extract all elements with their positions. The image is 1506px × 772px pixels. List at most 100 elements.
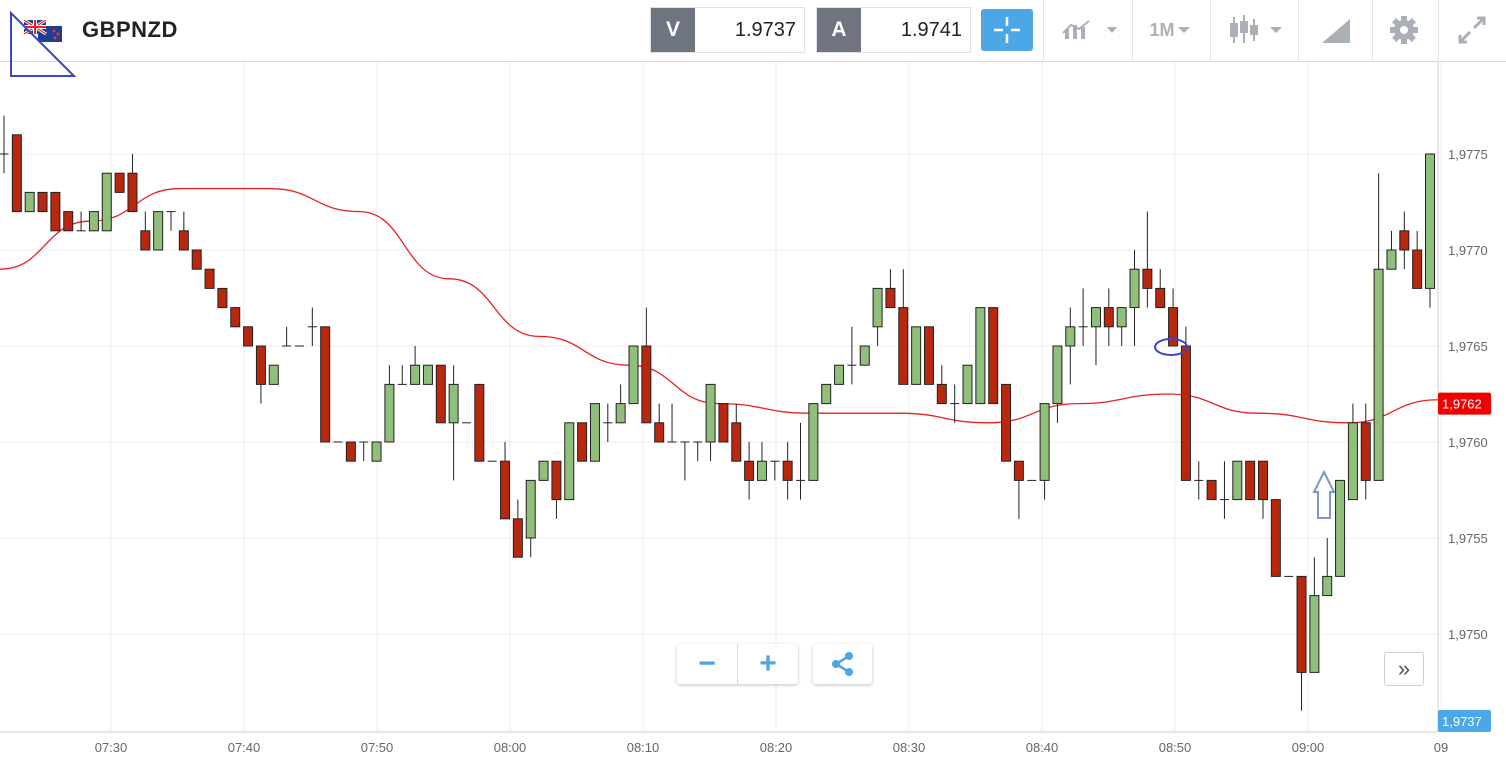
- toolbar-divider: [1043, 0, 1044, 62]
- candle: [243, 326, 254, 347]
- candle-body: [1001, 383, 1012, 462]
- candle-body: [551, 460, 562, 501]
- candle: [538, 460, 549, 481]
- sell-quote-button[interactable]: V 1.9737: [650, 7, 805, 53]
- flag-gbp-nzd-icon: [24, 20, 62, 42]
- candle: [1090, 307, 1101, 366]
- candles-icon: [1230, 15, 1282, 43]
- candle-body: [217, 287, 228, 309]
- candle-body: [1039, 403, 1050, 481]
- drawing-tools-button[interactable]: [1306, 8, 1366, 52]
- candle-body: [1090, 307, 1101, 328]
- candle: [268, 364, 279, 385]
- settings-button[interactable]: [1378, 8, 1430, 52]
- candle-body: [1309, 595, 1320, 673]
- candle: [1078, 288, 1088, 346]
- zoom-in-button[interactable]: +: [759, 647, 777, 680]
- candle-body: [88, 211, 99, 232]
- fullscreen-button[interactable]: [1446, 8, 1498, 52]
- zoom-out-button[interactable]: −: [698, 647, 716, 680]
- fullscreen-icon: [1458, 16, 1486, 44]
- candle-body: [1103, 307, 1114, 328]
- moving-average-line: [0, 187, 1439, 424]
- share-icon: [831, 652, 853, 676]
- candle: [1065, 307, 1076, 385]
- circle-annotation: [1154, 338, 1188, 356]
- candle-body: [1360, 422, 1371, 481]
- candle: [1373, 173, 1384, 481]
- buy-quote-button[interactable]: A 1.9741: [816, 7, 971, 53]
- candle: [744, 442, 755, 500]
- price-tick-label: 1,9770: [1448, 243, 1488, 258]
- chart-toolbar: GBPNZD V 1.9737 A 1.9741 1M: [0, 0, 1506, 77]
- candle: [37, 191, 48, 213]
- price-chart[interactable]: 1,9775 1,9770 1,9765 1,9760 1,9755 1,9750 07:…: [0, 62, 1506, 772]
- candle: [1206, 479, 1217, 501]
- candle: [1168, 288, 1179, 347]
- candle: [1103, 288, 1114, 346]
- candle-body: [731, 422, 742, 462]
- timeframe-dropdown[interactable]: 1M: [1138, 8, 1204, 52]
- candle: [384, 365, 395, 443]
- candle: [796, 422, 806, 500]
- crosshair-button[interactable]: [981, 9, 1033, 51]
- candle: [0, 115, 9, 174]
- candle-body: [268, 364, 279, 385]
- candle-body: [589, 403, 600, 462]
- candle: [255, 345, 266, 404]
- chart-type-button[interactable]: [1218, 8, 1292, 52]
- candle-body: [1270, 499, 1281, 577]
- candle: [551, 460, 562, 519]
- candle-body: [962, 364, 973, 405]
- time-tick-label: 07:40: [228, 740, 261, 755]
- candle: [654, 403, 665, 443]
- candle: [693, 441, 703, 462]
- candle: [1296, 575, 1307, 711]
- current-price-label: 1,9762: [1442, 397, 1482, 412]
- candle-body: [1168, 307, 1179, 347]
- candle: [410, 346, 421, 385]
- candle: [988, 307, 999, 405]
- candle: [770, 460, 780, 481]
- candle-body: [936, 383, 947, 405]
- candle-body: [243, 326, 254, 347]
- candle: [525, 479, 536, 558]
- candle: [1142, 211, 1153, 308]
- candle: [512, 499, 523, 558]
- indicators-button[interactable]: [1055, 8, 1123, 52]
- candle-body: [1322, 575, 1333, 597]
- candle: [371, 441, 382, 462]
- drawing-triangle-annotation: [10, 10, 77, 77]
- candle: [615, 384, 626, 424]
- price-badges: 1,9762 1,9737: [1438, 392, 1491, 732]
- time-tick-label: 08:10: [627, 740, 660, 755]
- chart-annotations: [1154, 338, 1336, 519]
- candle: [1412, 230, 1423, 289]
- candle-body: [11, 134, 22, 213]
- candle: [76, 211, 86, 232]
- time-axis: 07:30 07:40 07:50 08:00 08:10 08:20 08:30 08:40…: [95, 740, 1449, 755]
- share-button[interactable]: [813, 644, 872, 684]
- candle: [230, 307, 241, 328]
- candle: [359, 441, 369, 462]
- candle: [731, 403, 742, 462]
- toolbar-divider: [1372, 0, 1373, 62]
- candle-body: [538, 460, 549, 481]
- candle: [1052, 345, 1063, 423]
- candle: [178, 211, 189, 251]
- candle: [1399, 211, 1410, 270]
- candle-body: [114, 172, 125, 193]
- price-tick-label: 1,9775: [1448, 147, 1488, 162]
- candle: [1129, 250, 1140, 346]
- buy-label: A: [817, 8, 861, 52]
- candle-body: [911, 326, 922, 385]
- candle-body: [641, 345, 652, 424]
- candle: [397, 365, 407, 385]
- bid-price-label: 1,9737: [1442, 714, 1482, 729]
- scroll-forward-button[interactable]: »: [1384, 652, 1424, 686]
- candle-body: [435, 364, 446, 424]
- candle-body: [859, 345, 870, 366]
- candle-body: [872, 287, 883, 328]
- candle-body: [24, 191, 35, 213]
- toolbar-divider: [1438, 0, 1439, 62]
